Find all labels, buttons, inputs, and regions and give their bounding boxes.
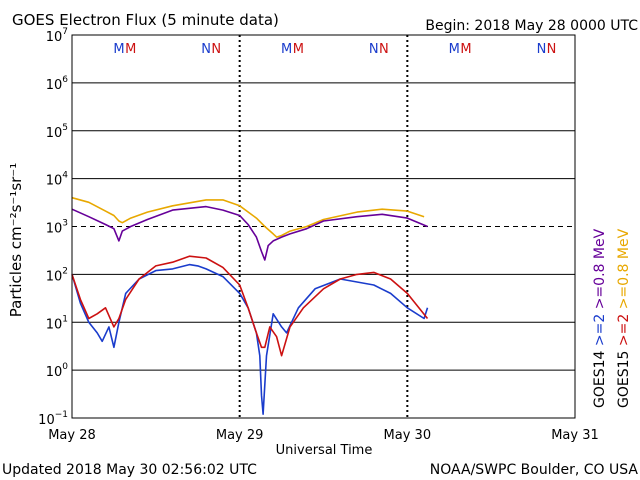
y-tick-label: 101 — [46, 314, 68, 332]
y-tick-label: 103 — [46, 219, 68, 237]
mn-marker: M — [125, 42, 136, 57]
y-tick-label: 105 — [46, 123, 68, 141]
x-axis-label: Universal Time — [276, 443, 373, 458]
horizontal-gridlines — [72, 82, 575, 371]
y-tick-label: 106 — [46, 75, 69, 93]
legend-column-0: GOES14 >=2 >=0.8 MeV — [592, 228, 608, 408]
mn-marker: M — [460, 42, 471, 57]
legend-entry: >=0.8 MeV — [616, 228, 632, 313]
updated-timestamp: Updated 2018 May 30 02:56:02 UTC — [2, 462, 257, 478]
legend-entry: GOES14 — [592, 350, 608, 408]
legend-entry: >=2 — [592, 314, 608, 351]
x-tick-label: May 30 — [384, 428, 432, 443]
series-line-1 — [71, 205, 428, 261]
mn-marker: N — [201, 42, 211, 57]
begin-label: Begin: 2018 May 28 0000 UTC — [425, 18, 638, 34]
y-tick-label: 10−1 — [38, 410, 68, 428]
mn-marker: M — [281, 42, 292, 57]
series-line-2 — [71, 263, 429, 416]
mn-marker: M — [449, 42, 460, 57]
mn-marker: N — [537, 42, 547, 57]
series-line-3 — [71, 255, 429, 357]
mn-marker: M — [293, 42, 304, 57]
mn-marker: N — [369, 42, 379, 57]
legend-entry: >=0.8 MeV — [592, 228, 608, 313]
y-axis-label: Particles cm⁻²s⁻¹sr⁻¹ — [7, 163, 25, 317]
plot-frame — [71, 34, 576, 419]
credit-text: NOAA/SWPC Boulder, CO USA — [430, 462, 639, 478]
chart-title: GOES Electron Flux (5 minute data) — [12, 11, 279, 29]
mn-marker: N — [211, 42, 221, 57]
x-tick-label: May 28 — [48, 428, 96, 443]
x-tick-label: May 29 — [216, 428, 264, 443]
y-tick-label: 104 — [46, 171, 69, 189]
y-tick-labels: 107 106 105 104 103 102 101 100 10−1 — [38, 27, 68, 428]
y-tick-label: 100 — [46, 362, 69, 380]
y-tick-label: 107 — [46, 27, 68, 45]
legend-entry: GOES15 — [616, 351, 632, 408]
x-tick-label: May 31 — [551, 428, 599, 443]
series-line-0 — [71, 196, 425, 238]
legend-entry: >=2 — [616, 314, 632, 351]
mn-marker: N — [547, 42, 557, 57]
y-tick-label: 102 — [46, 266, 68, 284]
x-tick-labels: May 28 May 29 May 30 May 31 — [48, 428, 599, 443]
series-layer — [71, 196, 429, 416]
mn-marker: N — [379, 42, 389, 57]
day-tick-marks — [238, 35, 409, 418]
mn-marker: M — [113, 42, 124, 57]
legend-column-1: GOES15 >=2 >=0.8 MeV — [616, 228, 632, 408]
